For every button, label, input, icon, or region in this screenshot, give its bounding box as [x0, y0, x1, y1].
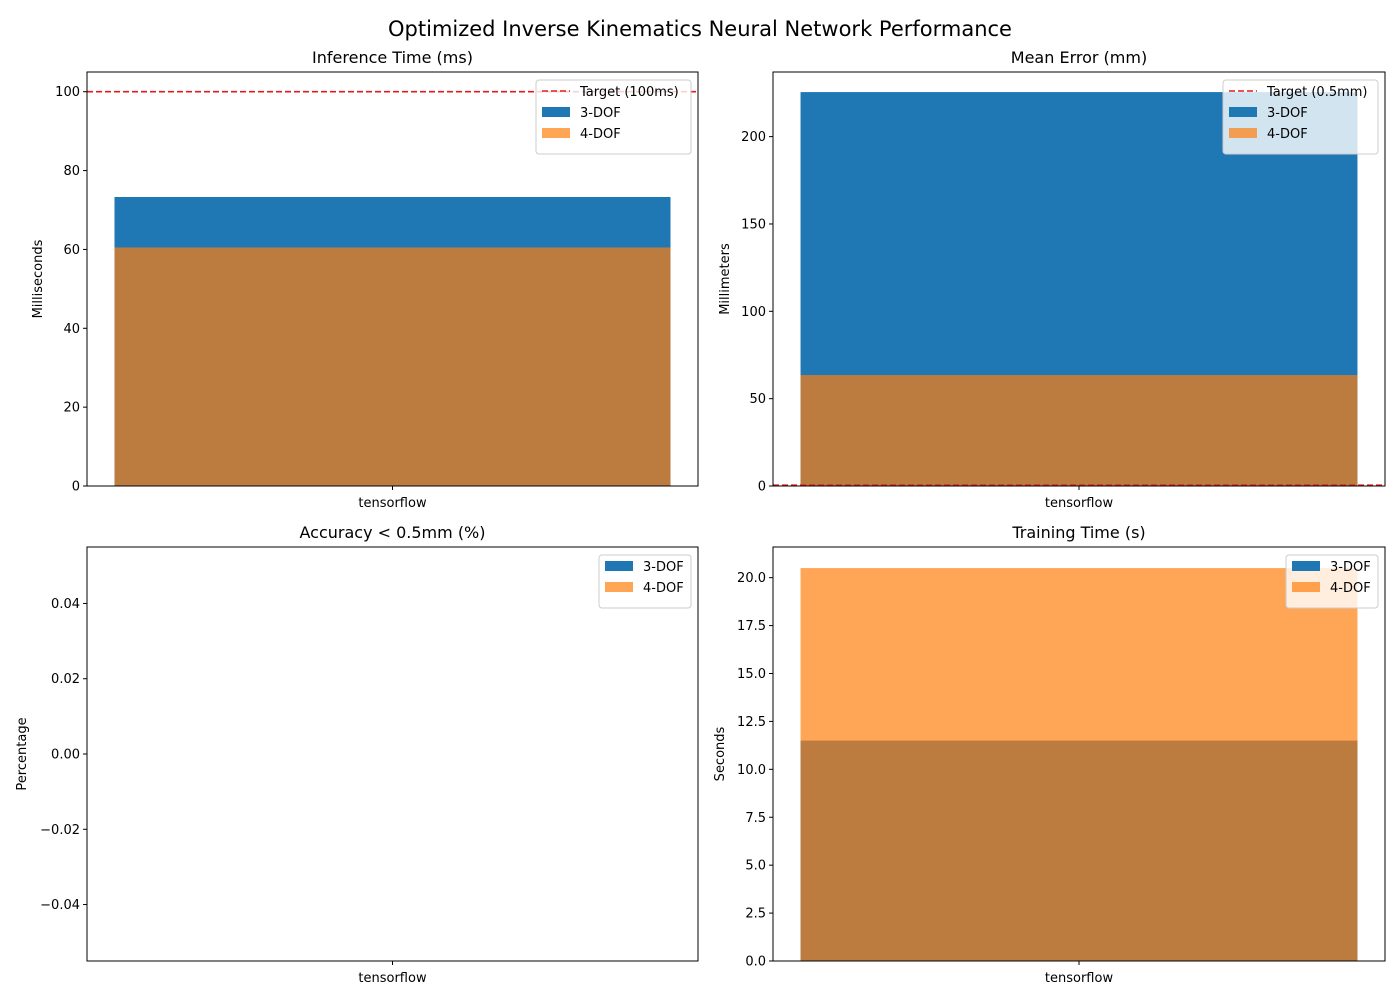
legend-bar-swatch	[542, 107, 570, 117]
y-tick-label: 0.04	[51, 597, 80, 612]
legend: 3-DOF 4-DOF	[1285, 554, 1379, 609]
y-tick-label: 0.00	[51, 748, 80, 763]
legend-bar-swatch	[605, 561, 633, 571]
y-tick-label: 80	[63, 164, 80, 179]
y-axis-label: Milliseconds	[31, 239, 46, 318]
figure-title: Optimized Inverse Kinematics Neural Netw…	[388, 17, 1012, 41]
legend-label: Target (0.5mm)	[1266, 85, 1368, 100]
legend-bar-swatch	[1229, 128, 1257, 138]
legend-bar-swatch	[605, 582, 633, 592]
subplot-title: Training Time (s)	[1011, 523, 1145, 542]
y-tick-label: 5.0	[745, 859, 766, 874]
y-axis-label: Millimeters	[718, 243, 733, 315]
legend-label: 4-DOF	[580, 127, 621, 142]
y-tick-label: 50	[749, 392, 766, 407]
y-tick-label: 2.5	[745, 907, 766, 922]
subplot-1: Inference Time (ms) tensorflow 0 20 40 60 80 10…	[31, 48, 699, 511]
legend-label: 3-DOF	[643, 560, 684, 575]
legend-label: 3-DOF	[580, 106, 621, 121]
subplot-4: Training Time (s) tensorflow 0.0 2.5 5.0 7.5 1…	[713, 523, 1386, 986]
y-tick-label: 7.5	[745, 811, 766, 826]
bar-4-dof	[800, 568, 1358, 961]
legend-label: 3-DOF	[1330, 560, 1371, 575]
subplot-title: Accuracy < 0.5mm (%)	[299, 523, 485, 542]
y-tick-label: 17.5	[737, 619, 766, 634]
y-tick-label: 10.0	[737, 763, 766, 778]
bar-4-dof	[800, 375, 1358, 486]
y-tick-label: 0	[72, 480, 80, 495]
y-tick-label: −0.04	[40, 898, 80, 913]
legend-label: 3-DOF	[1267, 106, 1308, 121]
axes-frame	[772, 546, 1386, 962]
y-tick-label: 100	[741, 305, 766, 320]
legend-bar-swatch	[1229, 107, 1257, 117]
y-tick-label: 12.5	[737, 715, 766, 730]
subplot-grid: Inference Time (ms) tensorflow 0 20 40 60 80 10…	[15, 48, 1386, 986]
x-tick-label: tensorflow	[1045, 496, 1114, 511]
x-tick-label: tensorflow	[358, 971, 427, 986]
legend-bar-swatch	[542, 128, 570, 138]
x-tick-label: tensorflow	[1045, 971, 1114, 986]
legend-box	[1222, 79, 1379, 155]
subplot-3: Accuracy < 0.5mm (%) tensorflow −0.04 −0.02…	[15, 523, 699, 986]
bar-4-dof	[114, 247, 671, 486]
y-tick-label: 0.0	[745, 955, 766, 970]
y-axis-label: Percentage	[15, 717, 30, 790]
subplot-title: Inference Time (ms)	[312, 48, 473, 67]
subplot-2: Mean Error (mm) tensorflow 0 50 100 150 200 Mil…	[718, 48, 1386, 511]
y-tick-label: 15.0	[737, 667, 766, 682]
y-axis-label: Seconds	[713, 726, 728, 781]
legend: Target (100ms) 3-DOF 4-DOF	[535, 79, 692, 155]
y-tick-label: 100	[55, 85, 80, 100]
y-tick-label: 20.0	[737, 571, 766, 586]
axes-frame	[86, 546, 699, 962]
legend-label: 4-DOF	[643, 581, 684, 596]
legend-box	[535, 79, 692, 155]
y-tick-label: 60	[63, 243, 80, 258]
subplot-title: Mean Error (mm)	[1011, 48, 1147, 67]
axes-frame	[772, 71, 1386, 487]
legend-bar-swatch	[1292, 561, 1320, 571]
y-tick-label: −0.02	[40, 823, 80, 838]
y-tick-label: 40	[63, 322, 80, 337]
y-tick-label: 0	[758, 480, 766, 495]
legend-label: 4-DOF	[1330, 581, 1371, 596]
axes-frame	[86, 71, 699, 487]
y-tick-label: 200	[741, 130, 766, 145]
legend-label: Target (100ms)	[579, 85, 679, 100]
legend-label: 4-DOF	[1267, 127, 1308, 142]
y-tick-label: 150	[741, 217, 766, 232]
y-tick-label: 0.02	[51, 672, 80, 687]
legend: 3-DOF 4-DOF	[598, 554, 692, 609]
legend: Target (0.5mm) 3-DOF 4-DOF	[1222, 79, 1379, 155]
y-tick-label: 20	[63, 401, 80, 416]
x-tick-label: tensorflow	[358, 496, 427, 511]
legend-bar-swatch	[1292, 582, 1320, 592]
